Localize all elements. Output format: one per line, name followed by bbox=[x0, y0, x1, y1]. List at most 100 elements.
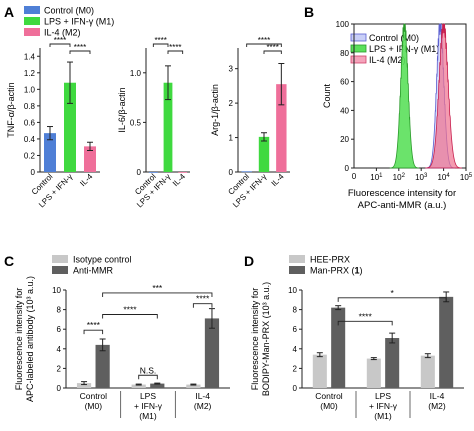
b-x-tick-base: 10 bbox=[460, 173, 469, 182]
b-y-tick-label: 100 bbox=[336, 20, 350, 29]
legend-d-label-man: Man-PRX (1) bbox=[310, 266, 363, 276]
legend-d-label-hee: HEE-PRX bbox=[310, 255, 350, 265]
c-significance-bracket bbox=[138, 374, 158, 380]
a1-bar bbox=[163, 82, 173, 172]
c-y-label: Fluorescence intensity for bbox=[14, 288, 24, 391]
d-bar bbox=[312, 354, 327, 388]
d-category-label: Control bbox=[315, 391, 343, 401]
d-y-tick-label: 2 bbox=[293, 364, 298, 373]
panel-b-legend: Control (M0) LPS + IFN-γ (M1) IL-4 (M2) bbox=[350, 33, 439, 65]
legend-b-swatch-m1 bbox=[350, 44, 367, 53]
a2-bar bbox=[276, 84, 287, 172]
a0-bar bbox=[64, 82, 76, 172]
a2-y-label: Arg-1/β-actin bbox=[210, 84, 220, 136]
panel-a-legend: Control (M0) LPS + IFN-γ (M1) IL-4 (M2) bbox=[24, 6, 114, 38]
a0-significance-label: **** bbox=[54, 36, 66, 45]
c-category-label-line2: + IFN-γ bbox=[134, 401, 163, 411]
a2-bar bbox=[258, 136, 270, 172]
b-y-tick-label: 20 bbox=[340, 135, 349, 144]
c-bar bbox=[76, 383, 92, 388]
a1-significance-bracket bbox=[167, 50, 184, 54]
b-histogram-1 bbox=[389, 23, 420, 169]
panel-label-a: A bbox=[4, 4, 14, 20]
a0-bar bbox=[84, 146, 96, 172]
b-y-tick-label: 60 bbox=[340, 78, 349, 87]
c-category-label: LPS bbox=[140, 391, 156, 401]
c-significance-label: **** bbox=[87, 320, 101, 330]
d-y-label: Fluorescence intensity for bbox=[250, 288, 260, 391]
a0-y-tick-label: 0.4 bbox=[24, 135, 36, 144]
a1-y-tick-label: 0 bbox=[137, 168, 142, 177]
d-bar bbox=[439, 296, 454, 388]
a2-y-tick-label: 3 bbox=[229, 65, 234, 74]
legend-b-swatch-control bbox=[350, 33, 367, 42]
c-category-label-line2: (M2) bbox=[194, 401, 212, 411]
panel-label-b: B bbox=[304, 4, 314, 20]
a2-significance-label: **** bbox=[266, 43, 278, 52]
b-x-tick-label: 105 bbox=[460, 173, 473, 182]
a1-bar bbox=[148, 172, 158, 173]
panel-c-legend: Isotype control Anti-MMR bbox=[52, 255, 132, 276]
d-bar bbox=[385, 338, 400, 388]
c-y-tick-label: 2 bbox=[57, 364, 62, 373]
panel-label-d: D bbox=[244, 253, 254, 269]
d-category-label: IL-4 bbox=[430, 391, 445, 401]
b-y-tick-label: 0 bbox=[345, 164, 350, 173]
a0-significance-label: **** bbox=[74, 43, 86, 52]
b-histogram-2 bbox=[425, 23, 462, 169]
d-category-label-line2: (M0) bbox=[320, 401, 338, 411]
legend-b-swatch-m2 bbox=[350, 55, 367, 64]
a2-y-tick-label: 2 bbox=[229, 99, 234, 108]
c-bar bbox=[95, 344, 110, 388]
a2-y-tick-label: 0 bbox=[229, 168, 234, 177]
a1-y-label: IL-6/β-actin bbox=[117, 87, 127, 132]
c-significance-label: **** bbox=[123, 305, 137, 315]
c-significance-label: **** bbox=[196, 294, 210, 304]
b-x-tick-label: 103 bbox=[415, 173, 428, 182]
legend-d-label-man-number: 1 bbox=[355, 266, 360, 276]
a2-bar bbox=[241, 171, 252, 173]
legend-b-label-control: Control (M0) bbox=[369, 33, 419, 43]
b-x-tick-label: 101 bbox=[370, 173, 383, 182]
c-significance-label: N.S. bbox=[140, 365, 157, 375]
b-x-label-line2: APC-anti-MMR (a.u.) bbox=[358, 200, 447, 211]
a1-bar bbox=[178, 172, 188, 173]
b-x-label: Fluorescence intensity for bbox=[348, 188, 456, 199]
c-significance-label: *** bbox=[152, 283, 163, 293]
b-y-tick-label: 80 bbox=[340, 49, 349, 58]
legend-swatch-m1 bbox=[24, 17, 40, 25]
a0-bar bbox=[44, 133, 56, 172]
c-significance-bracket bbox=[102, 292, 213, 297]
d-category-label-line3: (M1) bbox=[374, 411, 392, 421]
b-x-tick-exponent: 4 bbox=[446, 173, 450, 179]
b-x-tick-exponent: 5 bbox=[469, 173, 473, 179]
a2-significance-bracket bbox=[263, 50, 282, 54]
c-bar bbox=[150, 383, 165, 388]
legend-d-label-man-close: ) bbox=[360, 266, 363, 276]
legend-b-label-m2: IL-4 (M2) bbox=[369, 55, 406, 65]
legend-c-swatch-anti bbox=[52, 266, 68, 274]
b-x-tick-label: 102 bbox=[393, 173, 406, 182]
c-category-label: Control bbox=[80, 391, 108, 401]
d-category-label: LPS bbox=[375, 391, 391, 401]
c-y-label-line2: APC-labeled antibody (10³ a.u.) bbox=[25, 276, 35, 402]
legend-d-label-man-text: Man-PRX ( bbox=[310, 266, 355, 276]
b-x-tick-base: 10 bbox=[437, 173, 446, 182]
panel-d-legend: HEE-PRX Man-PRX (1) bbox=[289, 255, 363, 276]
a2-significance-bracket bbox=[246, 43, 282, 47]
c-significance-bracket bbox=[83, 329, 104, 335]
a0-y-tick-label: 0.8 bbox=[24, 102, 36, 111]
a0-y-tick-label: 1.0 bbox=[24, 85, 36, 94]
d-y-label-line2: BODIPY-Man-PRX (10³ a.u.) bbox=[261, 282, 271, 396]
b-x-tick-label-zero: 0 bbox=[352, 172, 357, 181]
d-category-label-line2: (M2) bbox=[428, 401, 446, 411]
a1-significance-label: **** bbox=[154, 36, 166, 45]
d-y-tick-label: 6 bbox=[293, 325, 298, 334]
d-y-tick-label: 10 bbox=[288, 286, 297, 295]
c-y-tick-label: 6 bbox=[57, 325, 62, 334]
d-significance-bracket bbox=[337, 297, 447, 302]
b-y-label: Count bbox=[322, 84, 332, 109]
legend-c-label-isotype: Isotype control bbox=[73, 255, 132, 265]
b-x-tick-base: 10 bbox=[415, 173, 424, 182]
